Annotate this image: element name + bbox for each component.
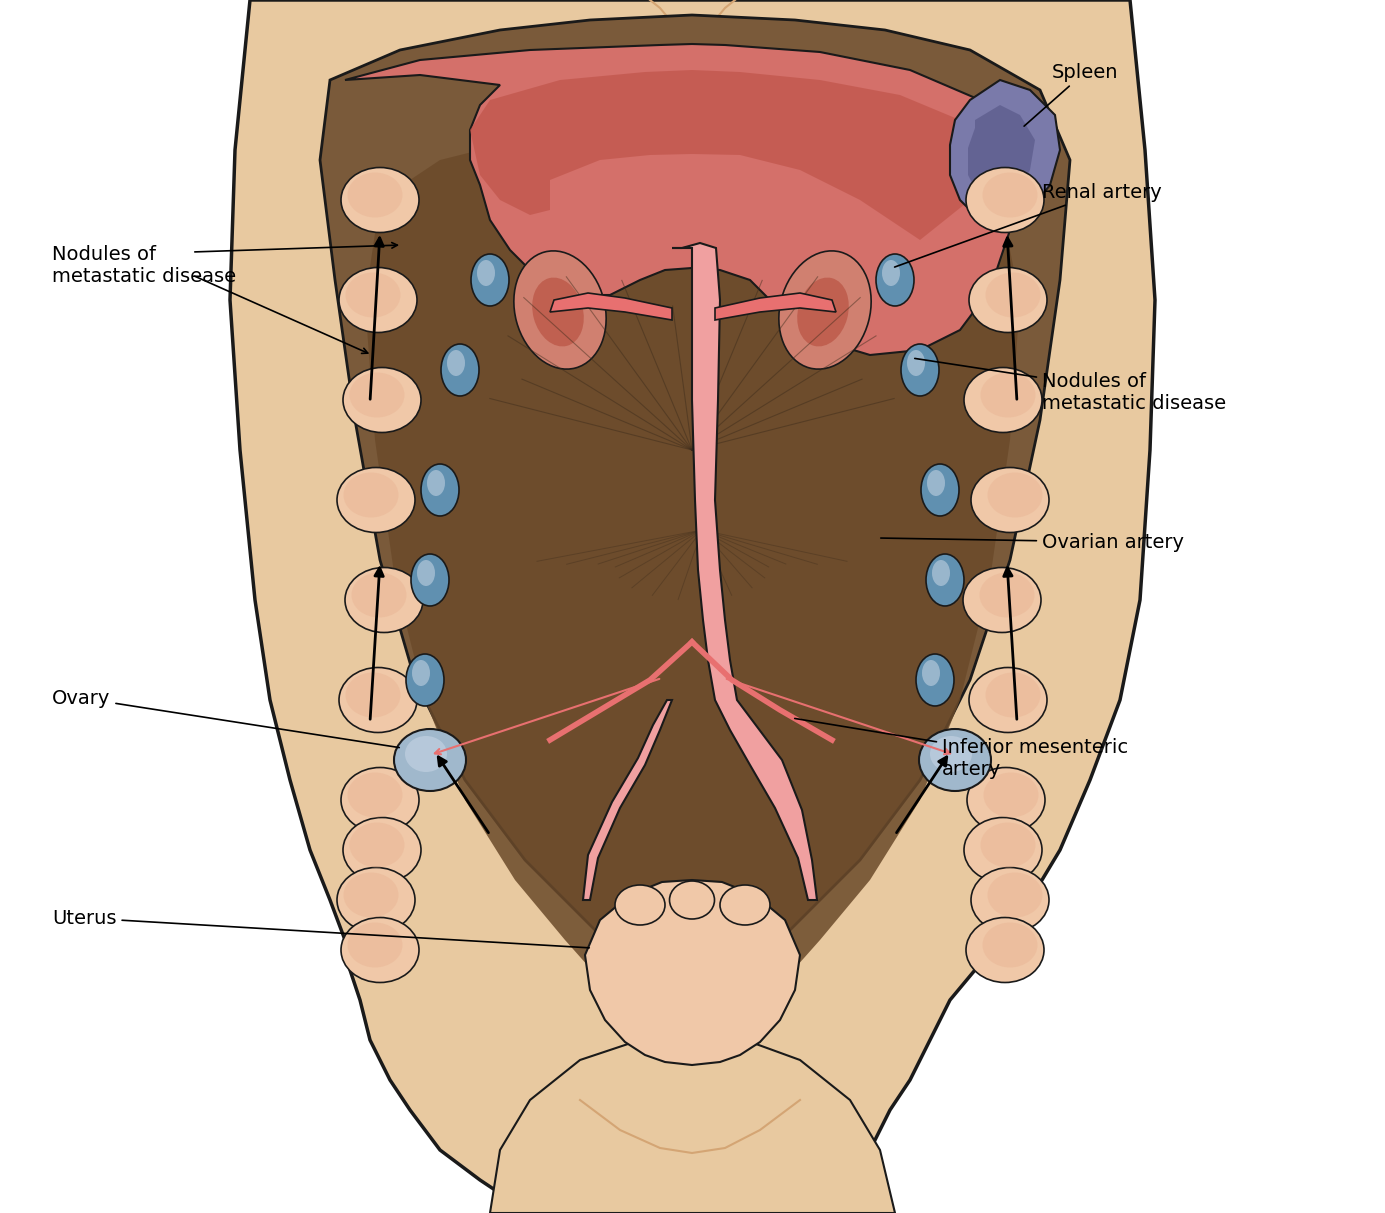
Ellipse shape xyxy=(337,467,416,533)
Ellipse shape xyxy=(920,729,992,791)
Polygon shape xyxy=(345,44,1019,355)
Polygon shape xyxy=(715,294,837,320)
Ellipse shape xyxy=(532,278,584,347)
Ellipse shape xyxy=(337,867,416,933)
Polygon shape xyxy=(672,243,817,900)
Ellipse shape xyxy=(986,672,1040,718)
Polygon shape xyxy=(366,120,1019,1042)
Polygon shape xyxy=(583,700,672,900)
Ellipse shape xyxy=(404,736,447,771)
Ellipse shape xyxy=(988,473,1043,518)
Ellipse shape xyxy=(907,351,925,376)
Ellipse shape xyxy=(932,560,950,586)
Ellipse shape xyxy=(427,469,445,496)
Polygon shape xyxy=(968,106,1035,205)
Ellipse shape xyxy=(352,573,407,617)
Ellipse shape xyxy=(969,667,1047,733)
Ellipse shape xyxy=(348,172,403,217)
Ellipse shape xyxy=(915,654,954,706)
Ellipse shape xyxy=(927,469,945,496)
Ellipse shape xyxy=(343,872,399,917)
Ellipse shape xyxy=(778,251,871,369)
Ellipse shape xyxy=(339,667,417,733)
Ellipse shape xyxy=(929,736,972,771)
Ellipse shape xyxy=(798,278,849,347)
Ellipse shape xyxy=(969,268,1047,332)
Ellipse shape xyxy=(882,260,900,286)
Text: Spleen: Spleen xyxy=(1024,63,1119,126)
Ellipse shape xyxy=(981,822,1036,867)
Ellipse shape xyxy=(964,368,1042,433)
Ellipse shape xyxy=(343,818,421,883)
Ellipse shape xyxy=(417,560,435,586)
Ellipse shape xyxy=(971,867,1048,933)
Ellipse shape xyxy=(902,344,939,395)
Ellipse shape xyxy=(971,467,1048,533)
Polygon shape xyxy=(470,70,990,240)
Ellipse shape xyxy=(720,885,770,926)
Ellipse shape xyxy=(981,372,1036,417)
Ellipse shape xyxy=(348,773,403,818)
Ellipse shape xyxy=(514,251,607,369)
Text: Uterus: Uterus xyxy=(53,909,589,947)
Ellipse shape xyxy=(922,660,940,687)
Ellipse shape xyxy=(669,881,715,919)
Text: Ovary: Ovary xyxy=(53,689,399,747)
Ellipse shape xyxy=(875,254,914,306)
Ellipse shape xyxy=(348,923,403,968)
Ellipse shape xyxy=(921,465,958,516)
Ellipse shape xyxy=(615,885,665,926)
Ellipse shape xyxy=(979,573,1035,617)
Ellipse shape xyxy=(982,923,1037,968)
Ellipse shape xyxy=(476,260,494,286)
Ellipse shape xyxy=(411,660,429,687)
Ellipse shape xyxy=(343,368,421,433)
Text: Nodules of
metastatic disease: Nodules of metastatic disease xyxy=(914,358,1226,412)
Text: Nodules of
metastatic disease: Nodules of metastatic disease xyxy=(53,245,235,285)
Ellipse shape xyxy=(393,729,465,791)
Ellipse shape xyxy=(345,568,422,632)
Polygon shape xyxy=(584,879,801,1065)
Ellipse shape xyxy=(411,554,449,606)
Ellipse shape xyxy=(343,473,399,518)
Text: Ovarian artery: Ovarian artery xyxy=(881,533,1184,552)
Ellipse shape xyxy=(988,872,1043,917)
Ellipse shape xyxy=(965,917,1044,983)
Ellipse shape xyxy=(341,167,420,233)
Polygon shape xyxy=(950,80,1060,224)
Ellipse shape xyxy=(986,273,1040,318)
Ellipse shape xyxy=(983,773,1039,818)
Ellipse shape xyxy=(965,167,1044,233)
Ellipse shape xyxy=(349,822,404,867)
Polygon shape xyxy=(230,0,1155,1213)
Polygon shape xyxy=(490,1035,895,1213)
Ellipse shape xyxy=(440,344,479,395)
Ellipse shape xyxy=(341,917,420,983)
Text: Inferior mesenteric
artery: Inferior mesenteric artery xyxy=(795,718,1129,779)
Ellipse shape xyxy=(345,672,400,718)
Ellipse shape xyxy=(964,818,1042,883)
Ellipse shape xyxy=(421,465,458,516)
Ellipse shape xyxy=(967,768,1046,832)
Ellipse shape xyxy=(406,654,445,706)
Polygon shape xyxy=(320,15,1071,1040)
Text: Renal artery: Renal artery xyxy=(895,182,1162,267)
Ellipse shape xyxy=(341,768,420,832)
Polygon shape xyxy=(550,294,672,320)
Ellipse shape xyxy=(339,268,417,332)
Ellipse shape xyxy=(963,568,1042,632)
Ellipse shape xyxy=(345,273,400,318)
Ellipse shape xyxy=(982,172,1037,217)
Ellipse shape xyxy=(349,372,404,417)
Ellipse shape xyxy=(927,554,964,606)
Ellipse shape xyxy=(471,254,510,306)
Ellipse shape xyxy=(447,351,465,376)
